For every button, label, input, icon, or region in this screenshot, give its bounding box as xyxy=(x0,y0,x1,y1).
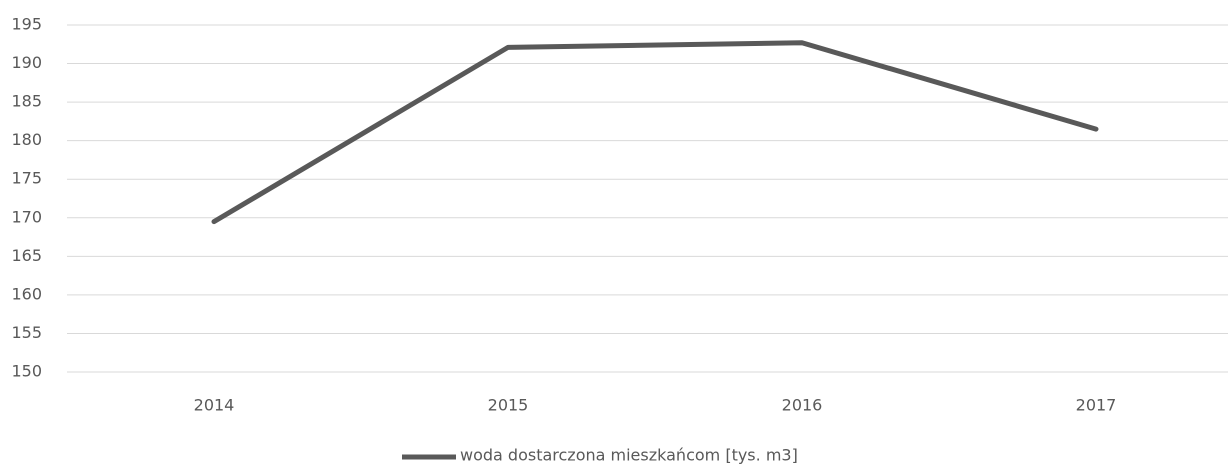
y-tick-label: 185 xyxy=(11,92,42,111)
y-tick-label: 155 xyxy=(11,323,42,342)
y-tick-label: 190 xyxy=(11,53,42,72)
x-tick-label: 2014 xyxy=(194,396,235,415)
x-tick-label: 2017 xyxy=(1076,396,1117,415)
x-tick-label: 2015 xyxy=(488,396,529,415)
y-tick-label: 160 xyxy=(11,284,42,303)
y-tick-label: 195 xyxy=(11,15,42,34)
y-tick-label: 165 xyxy=(11,246,42,265)
y-tick-label: 180 xyxy=(11,130,42,149)
x-tick-label: 2016 xyxy=(782,396,823,415)
y-tick-label: 170 xyxy=(11,207,42,226)
y-tick-label: 175 xyxy=(11,169,42,188)
y-tick-label: 150 xyxy=(11,362,42,381)
series-line xyxy=(211,40,1099,225)
legend-label: woda dostarczona mieszkańcom [tys. m3] xyxy=(460,446,798,465)
